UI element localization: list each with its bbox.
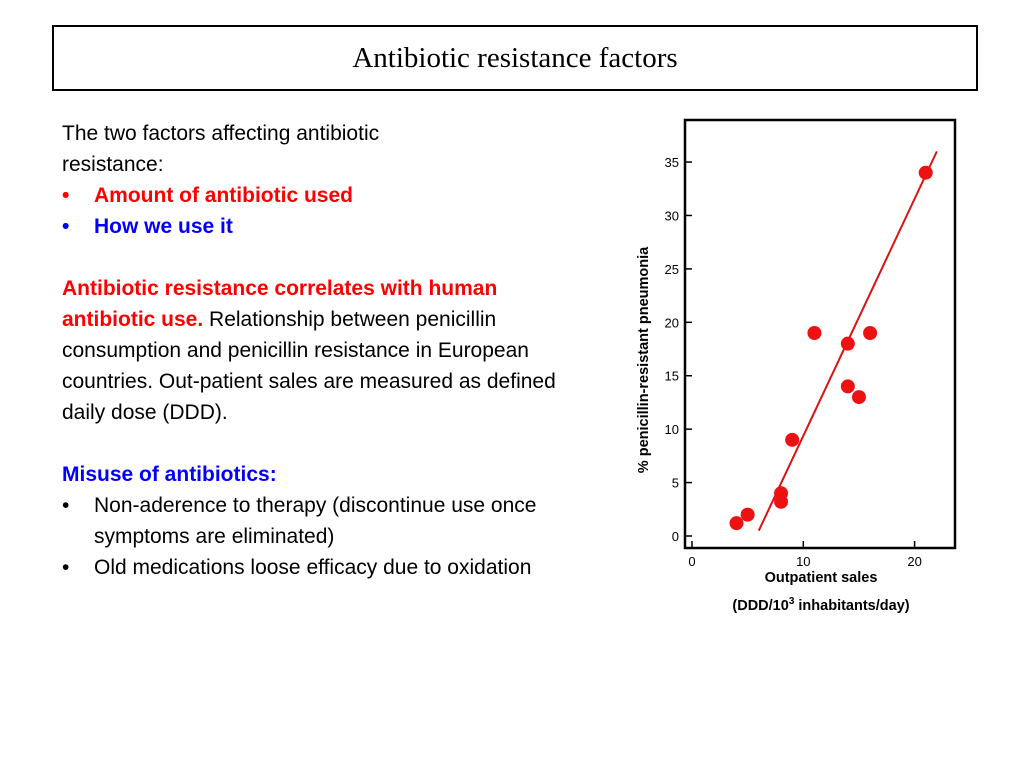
x-unit-sup: 3 [789, 596, 795, 607]
data-point [774, 486, 789, 501]
data-point [840, 336, 855, 351]
bullet-icon: • [62, 184, 70, 207]
data-point [729, 516, 744, 531]
correlation-text: Relationship between penicillin consumpt… [62, 308, 556, 424]
y-tick-label: 20 [665, 315, 679, 330]
x-tick-label: 0 [688, 554, 695, 569]
y-tick-label: 25 [665, 262, 679, 277]
data-point [807, 326, 822, 340]
data-point [851, 390, 866, 405]
title-box: Antibiotic resistance factors [52, 25, 978, 91]
data-point [863, 326, 878, 340]
x-axis-label: Outpatient sales [765, 570, 878, 586]
data-points [729, 165, 933, 531]
misuse-heading: Misuse of antibiotics: [62, 463, 277, 486]
y-axis: 0 5 10 15 20 25 30 35 [665, 155, 692, 544]
factor-label: Amount of antibiotic used [94, 184, 353, 207]
misuse-item: • Old medications loose efficacy due to … [62, 552, 587, 583]
y-axis-label: % penicillin-resistant pneumonia [636, 246, 652, 473]
intro-line-1: The two factors affecting antibiotic [62, 122, 380, 145]
bullet-icon: • [62, 556, 70, 579]
factor-label: How we use it [94, 215, 233, 238]
x-unit-prefix: (DDD/10 [732, 598, 788, 614]
data-point [785, 432, 800, 447]
scatter-chart: 0 5 10 15 20 25 30 35 0 10 20 % penicillin-resist… [636, 118, 957, 614]
y-tick-label: 30 [665, 208, 679, 223]
bullet-icon: • [62, 215, 70, 238]
x-tick-label: 10 [796, 554, 810, 569]
factor-item: • Amount of antibiotic used [62, 180, 587, 211]
x-axis: 0 10 20 [688, 541, 922, 569]
data-point [740, 507, 755, 522]
bullet-icon: • [62, 494, 70, 517]
factor-list: • Amount of antibiotic used • How we use… [62, 180, 587, 242]
y-tick-label: 15 [665, 369, 679, 384]
data-point [918, 165, 933, 180]
x-unit-suffix: inhabitants/day) [794, 598, 909, 614]
text-column: The two factors affecting antibiotic res… [62, 118, 587, 583]
data-point [840, 379, 855, 394]
y-tick-label: 10 [665, 422, 679, 437]
misuse-label: Old medications loose efficacy due to ox… [94, 556, 532, 579]
intro-line-2: resistance: [62, 153, 164, 176]
y-tick-label: 0 [672, 529, 679, 544]
intro-text: The two factors affecting antibiotic res… [62, 118, 587, 180]
misuse-label: Non-aderence to therapy (discontinue use… [94, 494, 537, 548]
misuse-item: • Non-aderence to therapy (discontinue u… [62, 490, 587, 552]
correlation-bold: Antibiotic resistance correlates with hu… [62, 277, 498, 331]
y-tick-label: 5 [672, 476, 679, 491]
y-tick-label: 35 [665, 155, 679, 170]
misuse-list: • Non-aderence to therapy (discontinue u… [62, 490, 587, 583]
slide-title: Antibiotic resistance factors [352, 41, 678, 74]
correlation-paragraph: Antibiotic resistance correlates with hu… [62, 273, 587, 428]
plot-frame [683, 118, 957, 550]
x-axis-unit-label: (DDD/103 inhabitants/day) [732, 596, 909, 614]
x-tick-label: 20 [907, 554, 921, 569]
factor-item: • How we use it [62, 211, 587, 242]
